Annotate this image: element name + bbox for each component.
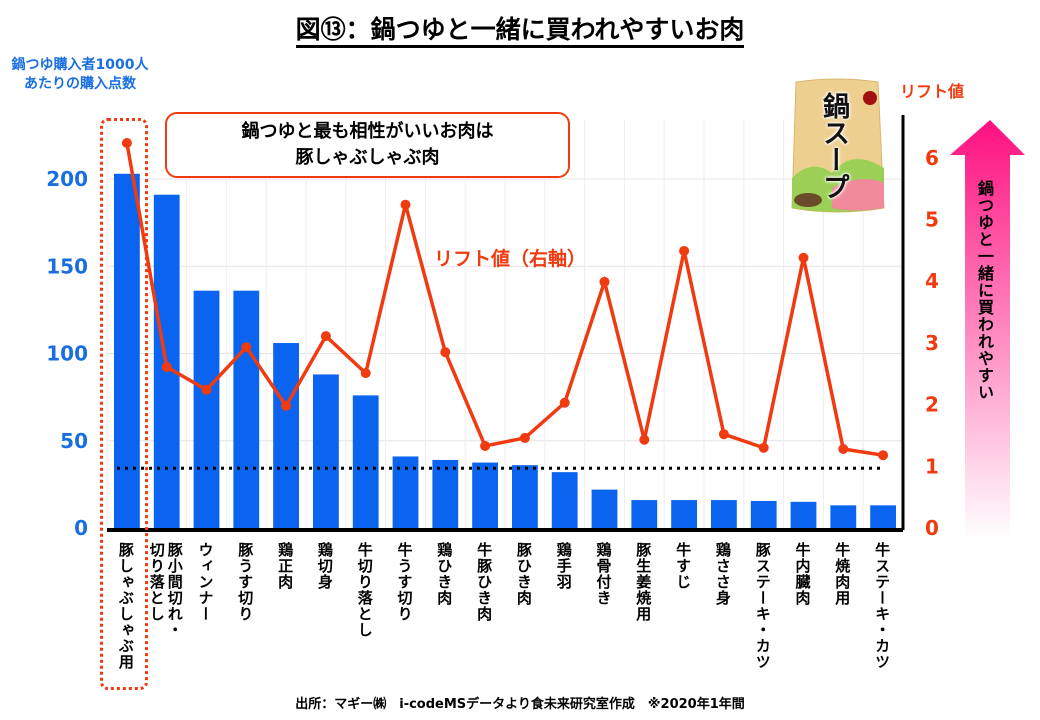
lift-point-18 xyxy=(838,444,849,455)
x-tick-label: 鶏ひき肉 xyxy=(435,542,454,606)
bar-9 xyxy=(472,462,498,528)
bar-19 xyxy=(870,505,896,528)
x-tick-label: 豚生姜焼用 xyxy=(634,542,653,622)
x-tick-label: 牛ステーキ・カツ xyxy=(873,542,892,670)
chart-title: 図⑬：鍋つゆと一緒に買われやすいお肉 xyxy=(0,10,1040,48)
right-tick-label: 2 xyxy=(925,393,939,417)
lift-point-19 xyxy=(878,450,889,461)
lift-point-13 xyxy=(639,434,650,445)
x-tick-label: 牛すじ xyxy=(674,542,693,590)
right-tick-label: 5 xyxy=(925,208,939,232)
callout-box: 鍋つゆと最も相性がいいお肉は 豚しゃぶしゃぶ肉 xyxy=(165,112,570,178)
x-tick-label: 牛焼肉用 xyxy=(833,542,852,606)
lift-point-6 xyxy=(360,368,371,379)
left-tick-label: 0 xyxy=(74,516,88,540)
left-tick-label: 150 xyxy=(46,254,88,278)
lift-point-17 xyxy=(798,252,809,263)
right-tick-label: 3 xyxy=(925,331,939,355)
bar-18 xyxy=(830,505,857,528)
left-tick-label: 200 xyxy=(46,167,88,191)
right-tick-label: 6 xyxy=(925,146,939,170)
x-tick-label: 牛豚ひき肉 xyxy=(475,542,494,622)
bar-13 xyxy=(631,500,658,528)
lift-point-4 xyxy=(281,400,292,411)
right-tick-label: 4 xyxy=(925,269,939,293)
lift-point-0 xyxy=(121,137,132,148)
x-tick-label: 鶏ささ身 xyxy=(713,542,732,606)
arrow-up-icon xyxy=(950,120,1025,540)
x-tick-label: 牛内臓肉 xyxy=(793,542,812,606)
bar-16 xyxy=(750,500,777,528)
bar-5 xyxy=(313,374,339,528)
bar-2 xyxy=(193,290,220,528)
right-axis-title: リフト値 xyxy=(900,82,965,101)
left-axis-title: 鍋つゆ購入者1000人あたりの購入点数 xyxy=(11,57,149,92)
x-tick-label: 豚ひき肉 xyxy=(514,542,533,606)
package-label: 鍋スープ xyxy=(818,92,849,200)
callout-line2: 豚しゃぶしゃぶ肉 xyxy=(295,147,440,168)
bar-14 xyxy=(671,500,697,528)
x-tick-label: 牛うす切り xyxy=(395,542,414,622)
bar-15 xyxy=(711,500,737,528)
highlight-box xyxy=(100,118,148,690)
right-tick-label: 0 xyxy=(925,516,939,540)
x-tick-label: ウィンナー xyxy=(196,542,215,622)
x-tick-label: 鶏正肉 xyxy=(276,542,295,590)
x-tick-label: 豚ステーキ・カツ xyxy=(753,542,772,670)
lift-line xyxy=(125,142,884,457)
lift-point-15 xyxy=(718,429,729,440)
bar-4 xyxy=(273,343,299,528)
bar-11 xyxy=(551,472,578,528)
x-tick-label: 鶏切身 xyxy=(315,542,334,590)
lift-point-2 xyxy=(201,384,212,395)
bar-8 xyxy=(432,459,459,528)
lift-point-7 xyxy=(400,199,411,210)
arrow-label: 鍋つゆと一緒に買われやすい xyxy=(975,180,994,401)
lift-series-label: リフト値（右軸） xyxy=(434,248,587,270)
bar-10 xyxy=(512,465,538,528)
source-note: 出所：マギー㈱ i-codeMSデータより食未来研究室作成 ※2020年1年間 xyxy=(295,697,745,712)
lift-point-16 xyxy=(758,442,769,453)
callout-line1: 鍋つゆと最も相性がいいお肉は xyxy=(241,121,494,142)
bar-3 xyxy=(233,290,260,528)
x-tick-label: 鶏骨付き xyxy=(594,542,613,606)
x-tick-label: 豚しゃぶしゃぶ用 xyxy=(116,542,135,670)
left-tick-label: 100 xyxy=(46,342,88,366)
x-tick-label: 鶏手羽 xyxy=(554,542,573,590)
x-tick-label: 豚小間切れ・切り落とし xyxy=(147,542,184,638)
lift-point-5 xyxy=(320,331,331,342)
lift-point-8 xyxy=(440,347,451,358)
bar-12 xyxy=(591,489,618,528)
lift-point-1 xyxy=(161,361,172,372)
lift-point-9 xyxy=(480,440,491,451)
chart-title-text: 図⑬：鍋つゆと一緒に買われやすいお肉 xyxy=(295,15,745,48)
lift-point-14 xyxy=(679,245,690,256)
lift-point-3 xyxy=(241,342,252,353)
x-tick-label: 豚うす切り xyxy=(236,542,255,622)
x-tick-label: 牛切り落とし xyxy=(355,542,374,638)
left-tick-label: 50 xyxy=(60,429,88,453)
bar-17 xyxy=(790,501,817,528)
lift-point-10 xyxy=(519,432,530,443)
bars xyxy=(114,173,896,528)
lift-point-12 xyxy=(599,276,610,287)
bar-6 xyxy=(352,395,379,528)
right-tick-label: 1 xyxy=(925,454,939,478)
nabe-soup-package-icon xyxy=(791,78,885,213)
lift-point-11 xyxy=(559,397,570,408)
